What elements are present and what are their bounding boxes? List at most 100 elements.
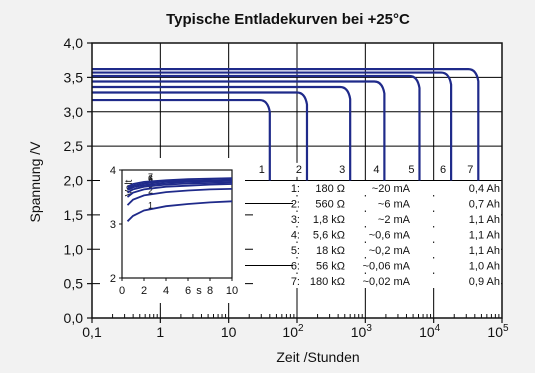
legend-capacity: 1,1 Ah	[469, 230, 500, 242]
legend-row-bg	[253, 227, 501, 242]
x-tick-exponent: 3	[366, 323, 372, 334]
y-tick-label: 1,0	[64, 241, 84, 257]
curve-label-bg	[255, 162, 268, 177]
y-tick-label: 3,5	[64, 69, 84, 85]
y-tick-label: 2,5	[64, 138, 84, 154]
inset-curve-2	[126, 188, 233, 206]
legend-capacity: 0,9 Ah	[469, 276, 500, 288]
inset-x-tick-label: 10	[226, 285, 238, 297]
x-tick-base: 10	[487, 324, 503, 340]
curve-labels: 1 2 3 4 5 6 7	[255, 162, 477, 177]
legend-number: 7:	[291, 276, 300, 288]
inset-x-tick-label: 8	[207, 285, 213, 297]
y-tick-label: 1,5	[64, 207, 84, 223]
x-tick-exponent: 5	[503, 323, 509, 334]
y-tick-label: 3,0	[64, 104, 84, 120]
x-tick-label: 102	[282, 323, 304, 340]
curve-label-bg	[405, 162, 418, 177]
legend-current: ~2 mA	[378, 214, 411, 226]
legend-capacity: 0,7 Ah	[469, 199, 500, 211]
legend-capacity: 1,0 Ah	[469, 261, 500, 273]
curve-label-bg	[292, 162, 305, 177]
inset-x-tick-label: 2	[141, 285, 147, 297]
legend-resistance: 560 Ω	[315, 199, 345, 211]
curve-4	[92, 80, 386, 181]
legend-capacity: 1,1 Ah	[469, 214, 500, 226]
x-tick-base: 10	[419, 324, 435, 340]
inset-curve-label-2: 2	[148, 185, 153, 195]
curve-1	[92, 98, 271, 181]
legend-row-bg	[253, 243, 501, 257]
inset-y-tick-label: 3	[110, 219, 116, 231]
legend: 1: 180 Ω ~20 mA 0,4 Ah 2: 560 Ω ~6 mA 0,7 Ah 3: 1…	[212, 181, 501, 288]
legend-current: ~0,6 mA	[369, 230, 411, 242]
curve-label-7: 7	[467, 164, 473, 176]
legend-row-bg	[253, 212, 501, 226]
curve-label-4: 4	[373, 164, 379, 176]
curve-label-bg	[336, 162, 349, 177]
inset-y-tick-label: 4	[110, 165, 116, 177]
inset-curve-label-5: 5	[148, 175, 153, 185]
legend-current: ~0,02 mA	[363, 276, 411, 288]
inset-x-tick-label: 0	[119, 285, 125, 297]
curve-label-6: 6	[440, 164, 446, 176]
y-tick-label: 4,0	[64, 35, 84, 51]
x-tick-exponent: 2	[298, 323, 304, 334]
curve-label-bg	[370, 162, 383, 177]
legend-number: 4:	[291, 230, 300, 242]
inset-y-tick-label: 2	[110, 273, 116, 285]
legend-resistance: 180 Ω	[315, 183, 345, 195]
legend-resistance: 1,8 kΩ	[313, 214, 345, 226]
curve-label-1: 1	[259, 164, 265, 176]
legend-row-bg	[253, 196, 501, 211]
legend-current: ~20 mA	[372, 183, 411, 195]
legend-number: 5:	[291, 245, 300, 257]
inset-x-tick-label: 4	[163, 285, 169, 297]
inset-x-tick-label: 6	[185, 285, 191, 297]
legend-current: ~0,06 mA	[363, 261, 411, 273]
inset-curve-3	[126, 183, 233, 198]
inset-curve-label-1: 1	[148, 201, 153, 211]
legend-resistance: 56 kΩ	[316, 261, 345, 273]
legend-capacity: 0,4 Ah	[469, 183, 500, 195]
inset-curve-4	[127, 181, 233, 194]
x-tick-label: 10	[221, 324, 237, 340]
x-tick-exponent: 4	[435, 323, 441, 334]
legend-number: 2:	[291, 199, 300, 211]
inset-curve-1	[126, 200, 233, 222]
y-tick-label: 0,5	[64, 276, 84, 292]
x-tick-label: 104	[419, 323, 441, 340]
inset-curve-5	[127, 179, 233, 191]
curve-label-2: 2	[296, 164, 302, 176]
curve-label-bg	[437, 162, 450, 177]
curve-6	[92, 71, 453, 181]
legend-resistance: 5,6 kΩ	[313, 230, 345, 242]
curve-7	[92, 68, 480, 181]
legend-row-bg	[253, 181, 501, 195]
x-tick-label: 1	[156, 324, 164, 340]
axes: 0,00,51,01,52,02,53,03,54,00,1 1 10 102 103 1…	[64, 35, 509, 340]
legend-number: 6:	[291, 261, 300, 273]
legend-number: 3:	[291, 214, 300, 226]
curve-5	[92, 74, 421, 181]
curve-3	[92, 85, 352, 181]
x-tick-base: 10	[351, 324, 367, 340]
legend-current: ~6 mA	[378, 199, 411, 211]
legend-capacity: 1,1 Ah	[469, 245, 500, 257]
x-tick-label: 0,1	[82, 324, 102, 340]
legend-number: 1:	[291, 183, 300, 195]
discharge-curves	[92, 68, 480, 181]
inset-curve-7	[127, 177, 233, 188]
x-axis-label: Zeit /Stunden	[276, 349, 359, 365]
curve-label-bg	[464, 162, 477, 177]
inset-x-unit: s	[196, 285, 202, 297]
curve-label-5: 5	[408, 164, 414, 176]
curve-2	[92, 91, 309, 181]
legend-row-bg	[253, 274, 501, 288]
x-tick-label: 105	[487, 323, 509, 340]
legend-row-bg	[253, 258, 501, 273]
y-tick-label: 2,0	[64, 173, 84, 189]
